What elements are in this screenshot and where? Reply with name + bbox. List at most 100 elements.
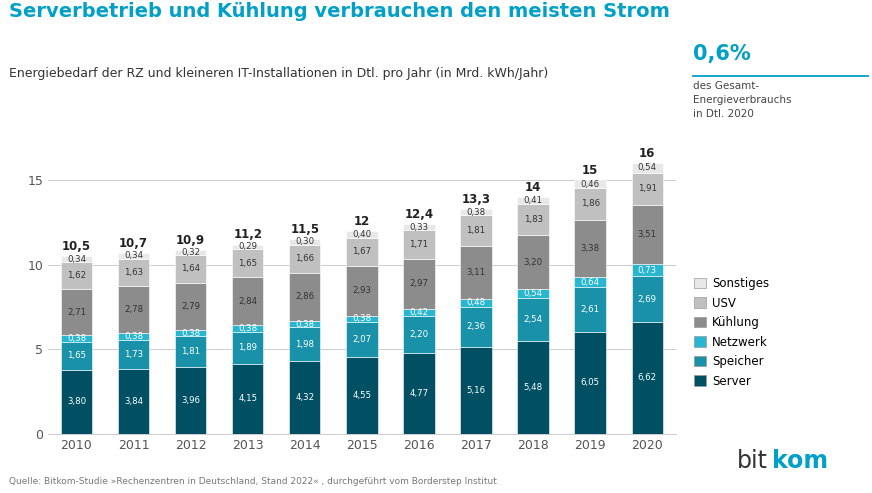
- Bar: [232, 332, 263, 364]
- Text: 0,42: 0,42: [409, 308, 428, 317]
- Bar: [175, 249, 207, 255]
- Bar: [517, 341, 548, 434]
- Text: 0,38: 0,38: [67, 334, 86, 343]
- Text: 0,64: 0,64: [581, 278, 600, 286]
- Bar: [517, 197, 548, 204]
- Text: 1,91: 1,91: [637, 184, 657, 193]
- Text: 2,84: 2,84: [238, 297, 257, 306]
- Bar: [175, 282, 207, 330]
- Text: 1,71: 1,71: [409, 240, 428, 249]
- Text: 4,15: 4,15: [238, 394, 257, 403]
- Bar: [346, 316, 378, 322]
- Text: 3,80: 3,80: [67, 397, 86, 406]
- Bar: [118, 259, 149, 286]
- Text: 4,55: 4,55: [352, 391, 371, 400]
- Text: 14: 14: [525, 181, 542, 194]
- Bar: [575, 219, 606, 277]
- Bar: [232, 325, 263, 332]
- Text: 0,29: 0,29: [238, 243, 257, 251]
- Bar: [517, 289, 548, 298]
- Text: 1,65: 1,65: [67, 351, 86, 360]
- Bar: [517, 204, 548, 235]
- Text: 5,16: 5,16: [467, 386, 486, 395]
- Bar: [118, 369, 149, 434]
- Text: 2,54: 2,54: [523, 315, 542, 324]
- Bar: [460, 209, 492, 215]
- Text: 3,11: 3,11: [467, 268, 486, 277]
- Text: bit: bit: [737, 449, 768, 473]
- Bar: [460, 347, 492, 434]
- Bar: [175, 336, 207, 367]
- Text: 1,89: 1,89: [238, 343, 257, 352]
- Bar: [175, 255, 207, 282]
- Text: 3,51: 3,51: [637, 230, 657, 239]
- Text: kom: kom: [772, 449, 828, 473]
- Text: 0,38: 0,38: [467, 208, 486, 217]
- Text: 0,48: 0,48: [467, 298, 486, 307]
- Text: 0,30: 0,30: [296, 238, 315, 246]
- Text: 4,32: 4,32: [296, 393, 315, 402]
- Text: 10,7: 10,7: [119, 237, 148, 250]
- Text: 2,93: 2,93: [352, 286, 371, 295]
- Bar: [61, 289, 92, 335]
- Text: 0,38: 0,38: [352, 314, 371, 323]
- Bar: [232, 249, 263, 278]
- Text: 0,38: 0,38: [238, 324, 257, 333]
- Text: 1,81: 1,81: [467, 226, 486, 235]
- Legend: Sonstiges, USV, Kühlung, Netzwerk, Speicher, Server: Sonstiges, USV, Kühlung, Netzwerk, Speic…: [694, 277, 769, 387]
- Text: 2,86: 2,86: [296, 292, 315, 301]
- Text: 1,98: 1,98: [296, 340, 314, 349]
- Text: 3,84: 3,84: [124, 397, 143, 406]
- Text: 2,20: 2,20: [409, 330, 428, 339]
- Bar: [61, 335, 92, 342]
- Bar: [232, 278, 263, 325]
- Text: 2,61: 2,61: [581, 305, 600, 314]
- Text: 1,86: 1,86: [581, 199, 600, 208]
- Bar: [118, 333, 149, 340]
- Text: 1,63: 1,63: [124, 268, 143, 277]
- Bar: [575, 188, 606, 219]
- Bar: [403, 316, 434, 353]
- Text: 0,33: 0,33: [409, 222, 428, 232]
- Text: 0,38: 0,38: [296, 319, 315, 329]
- Text: 0,34: 0,34: [67, 255, 86, 264]
- Text: 11,5: 11,5: [290, 223, 319, 237]
- Text: 1,65: 1,65: [238, 259, 257, 268]
- Bar: [575, 332, 606, 434]
- Text: 0,73: 0,73: [637, 266, 657, 275]
- Text: 12,4: 12,4: [405, 208, 433, 221]
- Text: 5,48: 5,48: [523, 383, 542, 392]
- Bar: [61, 370, 92, 434]
- Text: 2,71: 2,71: [67, 308, 86, 317]
- Bar: [403, 309, 434, 316]
- Bar: [175, 330, 207, 336]
- Text: Energiebedarf der RZ und kleineren IT-Installationen in Dtl. pro Jahr (in Mrd. k: Energiebedarf der RZ und kleineren IT-In…: [9, 67, 548, 79]
- Bar: [61, 342, 92, 370]
- Text: 2,78: 2,78: [124, 305, 143, 314]
- Bar: [575, 180, 606, 188]
- Bar: [517, 298, 548, 341]
- Text: 0,32: 0,32: [181, 248, 201, 257]
- Text: Quelle: Bitkom-Studie »Rechenzentren in Deutschland, Stand 2022« , durchgeführt : Quelle: Bitkom-Studie »Rechenzentren in …: [9, 477, 496, 486]
- Bar: [118, 253, 149, 259]
- Text: 0,38: 0,38: [124, 332, 143, 341]
- Bar: [631, 205, 663, 264]
- Bar: [290, 245, 321, 273]
- Text: 1,62: 1,62: [67, 271, 86, 281]
- Text: 1,83: 1,83: [523, 215, 542, 224]
- Text: 11,2: 11,2: [233, 228, 262, 242]
- Bar: [346, 357, 378, 434]
- Text: 0,54: 0,54: [637, 164, 657, 173]
- Bar: [631, 277, 663, 322]
- Text: 2,69: 2,69: [637, 295, 657, 304]
- Bar: [631, 163, 663, 173]
- Text: 1,67: 1,67: [352, 247, 371, 256]
- Bar: [290, 273, 321, 321]
- Bar: [61, 256, 92, 262]
- Text: 13,3: 13,3: [461, 193, 491, 206]
- Text: 6,62: 6,62: [637, 373, 657, 383]
- Text: 0,54: 0,54: [523, 289, 542, 298]
- Bar: [61, 262, 92, 289]
- Text: 16: 16: [639, 147, 656, 160]
- Text: 4,77: 4,77: [409, 389, 428, 398]
